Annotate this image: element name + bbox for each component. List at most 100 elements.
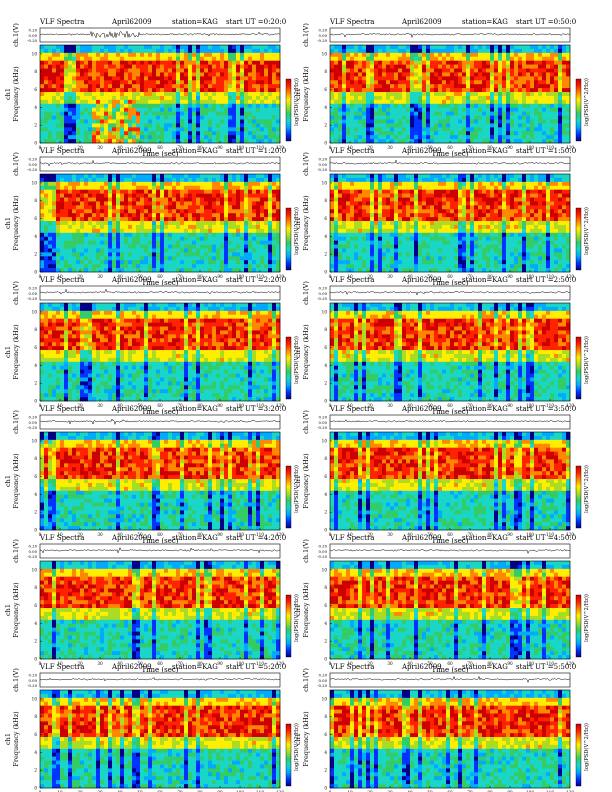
heatmap-cell [438, 95, 443, 101]
heatmap-cell [212, 68, 217, 73]
heatmap-cell [236, 107, 241, 112]
heatmap-cell [446, 135, 451, 140]
heatmap-cell [260, 209, 265, 214]
heatmap-cell [172, 221, 177, 226]
heatmap-cell [390, 72, 395, 77]
heatmap-cell [104, 221, 109, 226]
heatmap-cell [346, 139, 351, 144]
heatmap-cell [152, 256, 157, 261]
heatmap-cell [554, 139, 559, 144]
heatmap-cell [136, 201, 141, 206]
heatmap-cell [490, 52, 495, 58]
heatmap-cell [438, 139, 443, 144]
heatmap-cell [64, 268, 69, 273]
heatmap-cell [366, 248, 371, 253]
heatmap-cell [224, 252, 229, 257]
heatmap-cell [406, 84, 411, 89]
heatmap-cell [96, 48, 101, 54]
heatmap-cell [334, 213, 339, 218]
heatmap-cell [386, 135, 391, 140]
heatmap-cell [160, 76, 165, 81]
heatmap-cell [502, 127, 507, 132]
heatmap-cell [56, 135, 61, 140]
heatmap-cell [40, 213, 45, 218]
heatmap-cell [458, 123, 463, 128]
trace-tick-label: 0.00 [319, 162, 328, 167]
heatmap-cell [350, 139, 355, 144]
heatmap-cell [402, 115, 407, 120]
heatmap-cell [40, 205, 45, 210]
heatmap-cell [248, 139, 253, 144]
heatmap-cell [268, 181, 273, 187]
heatmap-cell [48, 177, 53, 183]
heatmap-cell [240, 60, 245, 65]
heatmap-cell [410, 52, 415, 58]
heatmap-cell [40, 95, 45, 101]
panel-station: station=KAG [462, 147, 508, 155]
heatmap-cell [252, 119, 257, 124]
heatmap-cell [164, 80, 169, 85]
heatmap-cell [244, 52, 249, 58]
heatmap-cell [148, 48, 153, 54]
heatmap-cell [160, 181, 165, 187]
heatmap-cell [362, 127, 367, 132]
heatmap-cell [374, 205, 379, 210]
heatmap-cell [402, 64, 407, 69]
heatmap-cell [152, 264, 157, 269]
heatmap-cell [358, 131, 363, 136]
heatmap-cell [526, 131, 531, 136]
heatmap-cell [72, 52, 77, 58]
heatmap-cell [506, 68, 511, 73]
heatmap-cell [236, 95, 241, 101]
heatmap-cell [450, 139, 455, 144]
heatmap-cell [538, 52, 543, 58]
heatmap-cell [104, 181, 109, 187]
heatmap-cell [128, 209, 133, 214]
heatmap-cell [220, 174, 225, 179]
heatmap-cell [88, 76, 93, 81]
heatmap-cell [220, 189, 225, 194]
heatmap-cell [176, 213, 181, 218]
heatmap-cell [252, 45, 257, 50]
heatmap-cell [180, 103, 185, 109]
heatmap-cell [506, 52, 511, 58]
heatmap-cell [140, 174, 145, 179]
heatmap-cell [64, 60, 69, 65]
heatmap-cell [354, 115, 359, 120]
heatmap-cell [100, 72, 105, 77]
y-tick-label: 0 [34, 141, 37, 146]
heatmap-cell [116, 119, 121, 124]
heatmap-cell [240, 45, 245, 50]
heatmap-cell [260, 99, 265, 105]
heatmap-cell [232, 84, 237, 89]
heatmap-cell [402, 60, 407, 65]
heatmap-cell [216, 45, 221, 50]
heatmap-cell [176, 111, 181, 116]
heatmap-cell [276, 92, 281, 97]
heatmap-cell [534, 56, 539, 61]
heatmap-cell [264, 95, 269, 101]
heatmap-cell [378, 72, 383, 77]
heatmap-cell [378, 244, 383, 249]
x-tick-label: 90 [217, 145, 223, 150]
heatmap-cell [426, 119, 431, 124]
heatmap-cell [248, 45, 253, 50]
heatmap-cell [192, 92, 197, 97]
heatmap-cell [470, 115, 475, 120]
heatmap-cell [362, 52, 367, 58]
heatmap-cell [96, 139, 101, 144]
heatmap-cell [136, 123, 141, 128]
heatmap-cell [260, 252, 265, 257]
heatmap-cell [176, 68, 181, 73]
heatmap-cell [334, 72, 339, 77]
heatmap-cell [526, 135, 531, 140]
heatmap-cell [350, 260, 355, 265]
heatmap-cell [398, 119, 403, 124]
heatmap-cell [342, 232, 347, 238]
heatmap-cell [188, 95, 193, 101]
heatmap-cell [248, 197, 253, 202]
heatmap-cell [52, 248, 57, 253]
heatmap-cell [136, 92, 141, 97]
heatmap-cell [208, 72, 213, 77]
heatmap-cell [518, 76, 523, 81]
